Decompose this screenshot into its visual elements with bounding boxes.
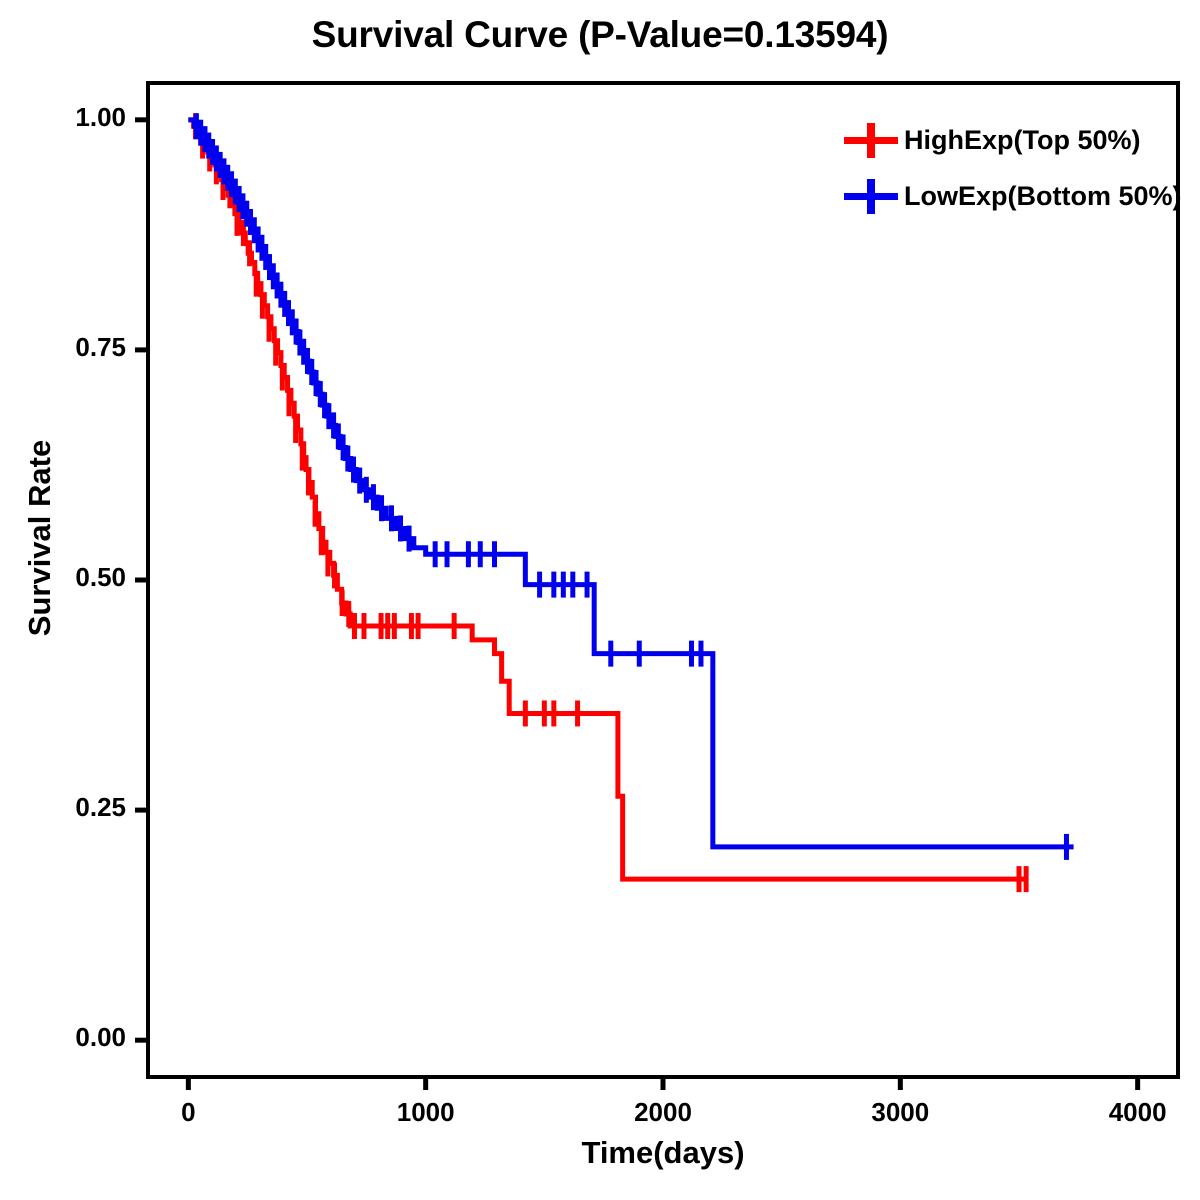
legend-item-highexp[interactable]: HighExp(Top 50%) <box>838 112 1178 168</box>
plus-marker-icon <box>838 176 904 216</box>
y-tick-label: 0.25 <box>75 792 126 823</box>
legend: HighExp(Top 50%) LowExp(Bottom 50%) <box>838 112 1182 224</box>
x-tick-label: 4000 <box>1108 1097 1167 1127</box>
plus-marker-icon <box>838 120 904 160</box>
legend-item-label: HighExp(Top 50%) <box>904 124 1141 155</box>
x-axis-label: Time(days) <box>581 1135 745 1170</box>
axis-ticks <box>135 117 1141 1090</box>
series-layer <box>188 113 1074 893</box>
plot-frame <box>146 81 1180 1079</box>
legend-item-label: LowExp(Bottom 50%) <box>904 180 1182 211</box>
y-tick-label: 0.75 <box>75 331 126 362</box>
x-tick-label: 0 <box>181 1097 196 1127</box>
x-tick-label: 1000 <box>396 1097 455 1127</box>
x-tick-label: 2000 <box>634 1097 692 1127</box>
page-title: Survival Curve (P-Value=0.13594) <box>311 14 889 55</box>
legend-item-lowexp[interactable]: LowExp(Bottom 50%) <box>838 168 1182 224</box>
y-tick-label: 1.00 <box>75 101 126 132</box>
x-tick-label: 3000 <box>871 1097 930 1127</box>
y-tick-label: 0.50 <box>75 562 126 592</box>
y-tick-label: 0.00 <box>75 1022 126 1053</box>
